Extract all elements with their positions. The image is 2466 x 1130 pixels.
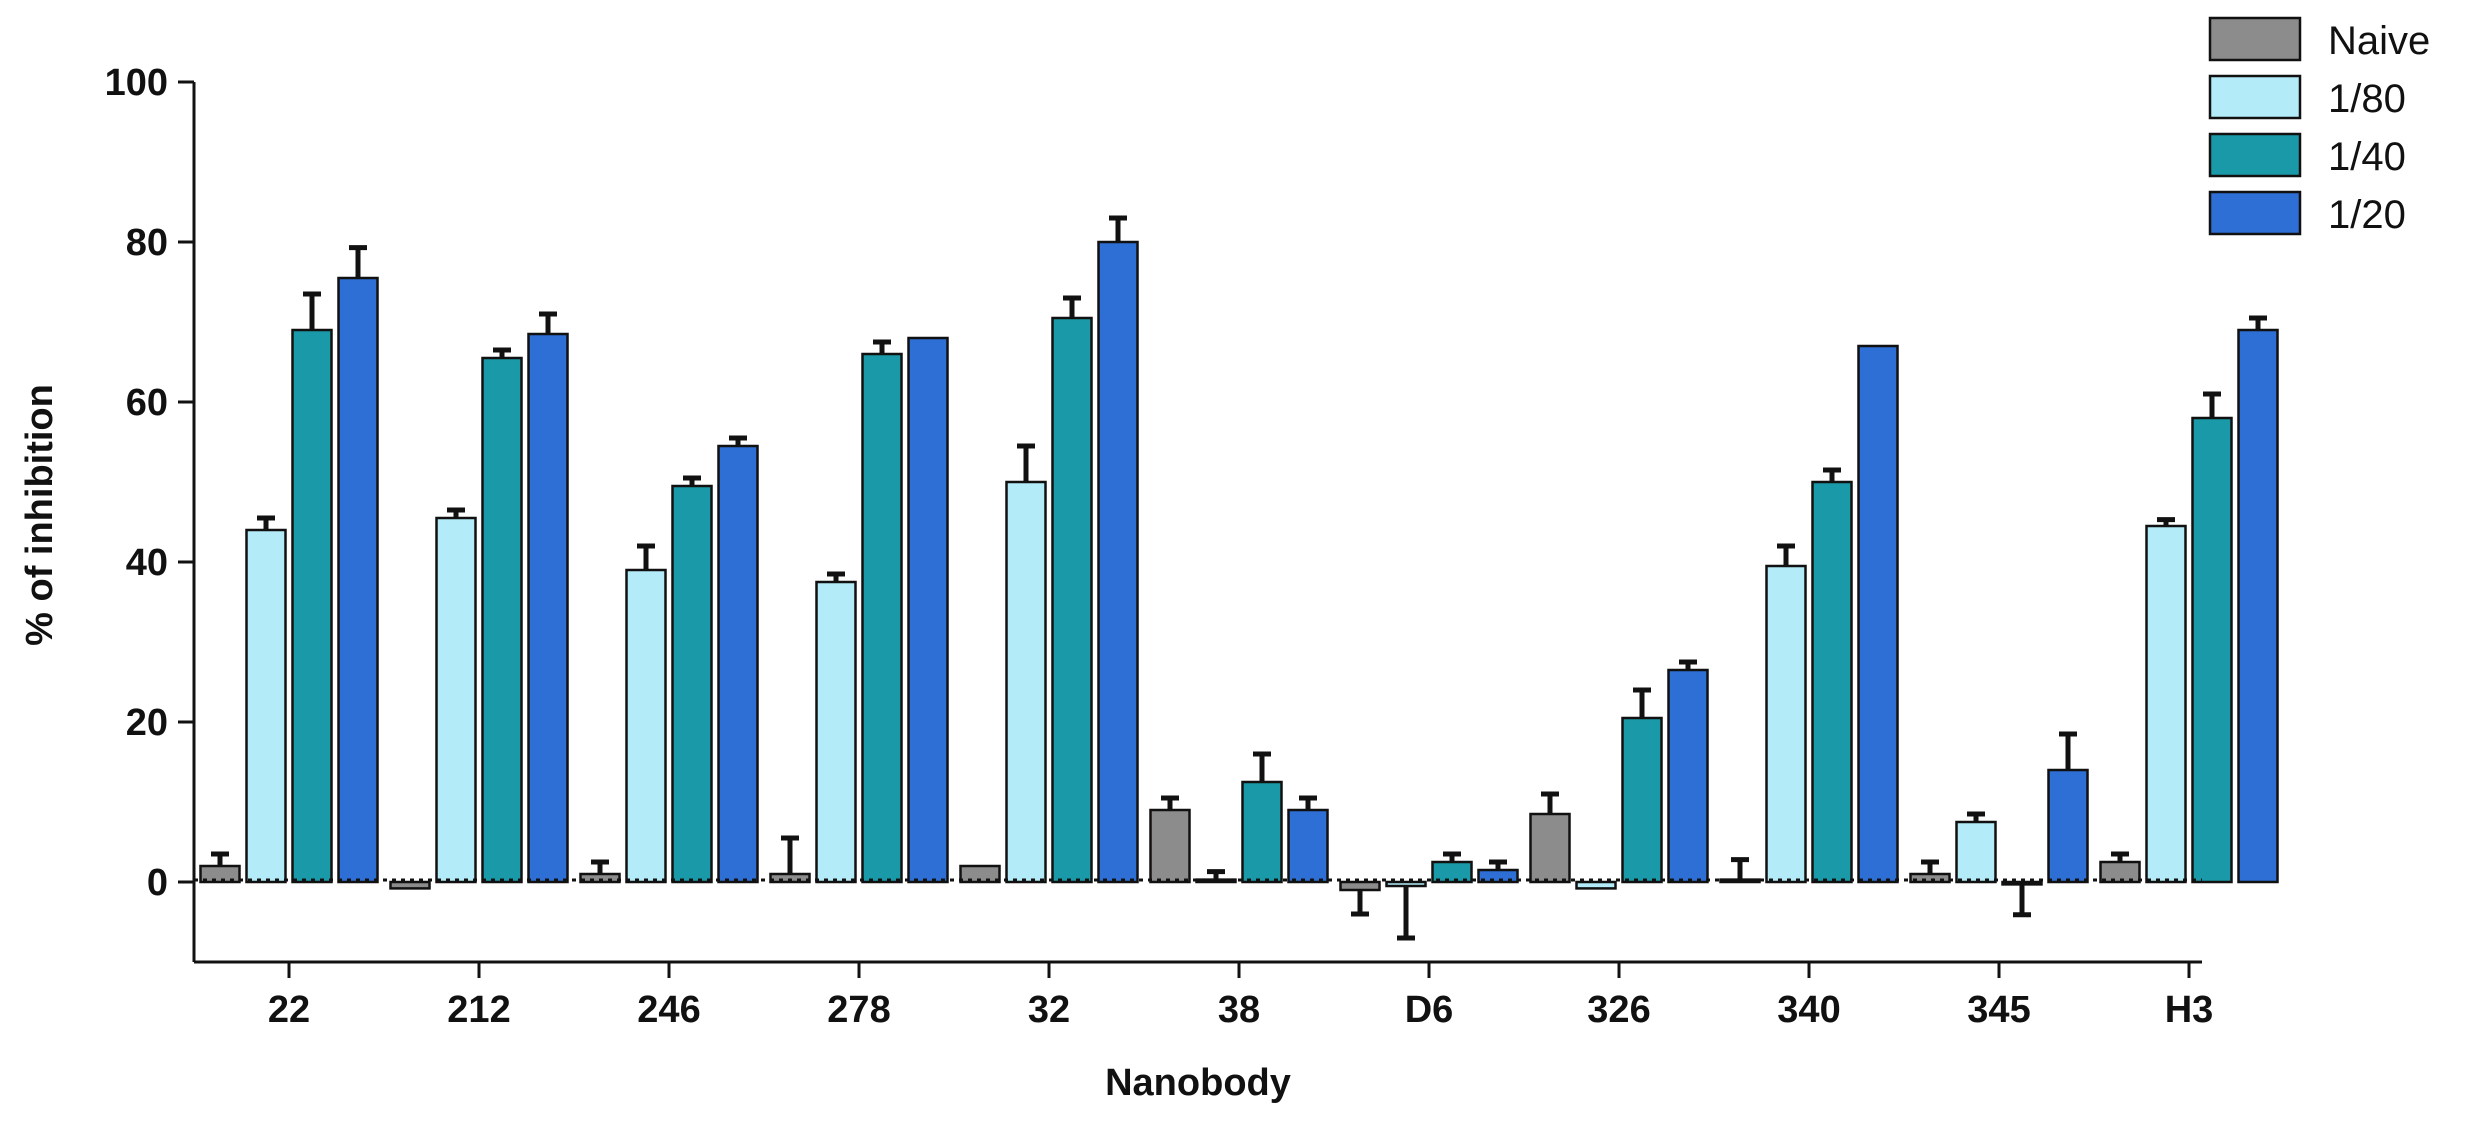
y-tick-label: 20 xyxy=(126,702,168,744)
bar-345-1-40 xyxy=(2001,880,2043,886)
x-tick-label: 246 xyxy=(637,989,700,1031)
bar-32-1-80 xyxy=(1005,480,1047,884)
bar-D6-naive xyxy=(1339,880,1381,892)
x-tick-label: 278 xyxy=(827,989,890,1031)
y-axis-title: % of inhibition xyxy=(19,384,61,646)
x-tick-label: 212 xyxy=(447,989,510,1031)
bar-32-1-20 xyxy=(1097,240,1139,884)
bar-D6-1-80 xyxy=(1385,880,1427,888)
bar-212-naive xyxy=(389,880,431,890)
bar-326-1-40 xyxy=(1621,716,1663,884)
bar-H3-1-40 xyxy=(2191,416,2233,884)
x-tick-label: 326 xyxy=(1587,989,1650,1031)
bar-278-1-80 xyxy=(815,580,857,884)
bar-38-1-40 xyxy=(1241,780,1283,884)
bar-340-1-20 xyxy=(1857,344,1899,884)
x-tick-label: 32 xyxy=(1028,989,1070,1031)
bar-246-1-40 xyxy=(671,484,713,884)
x-tick-label: 22 xyxy=(268,989,310,1031)
bar-22-1-40 xyxy=(291,328,333,884)
bar-22-1-20 xyxy=(337,276,379,884)
y-tick-label: 0 xyxy=(147,862,168,904)
legend-label: 1/80 xyxy=(2328,77,2406,121)
legend-swatch-1-20 xyxy=(2208,190,2302,236)
bar-212-1-20 xyxy=(527,332,569,884)
y-ticks: 0 20 40 60 80 100 xyxy=(105,62,194,904)
bar-278-1-20 xyxy=(907,336,949,884)
bar-345-1-20 xyxy=(2047,768,2089,884)
axes-layer xyxy=(192,82,2202,964)
legend-label: 1/20 xyxy=(2328,193,2406,237)
error-bars-layer xyxy=(211,215,2267,941)
bar-326-1-80 xyxy=(1575,880,1617,890)
bar-22-1-80 xyxy=(245,528,287,884)
x-tick-label: 38 xyxy=(1218,989,1260,1031)
y-tick-label: 80 xyxy=(126,222,168,264)
x-ticks: 22 212 246 278 32 38 D6 326 340 345 H3 xyxy=(268,962,2213,1031)
bar-326-naive xyxy=(1529,812,1571,884)
bar-38-1-20 xyxy=(1287,808,1329,884)
legend-label: 1/40 xyxy=(2328,135,2406,179)
legend: Naive 1/80 1/40 1/20 xyxy=(2208,16,2430,237)
bar-278-1-40 xyxy=(861,352,903,884)
bar-212-1-40 xyxy=(481,356,523,884)
y-tick-label: 60 xyxy=(126,382,168,424)
legend-swatch-naive xyxy=(2208,16,2302,62)
legend-swatch-1-80 xyxy=(2208,74,2302,120)
bar-246-1-20 xyxy=(717,444,759,884)
bar-H3-1-80 xyxy=(2145,524,2187,884)
bar-32-1-40 xyxy=(1051,316,1093,884)
bar-212-1-80 xyxy=(435,516,477,884)
legend-swatch-1-40 xyxy=(2208,132,2302,178)
x-tick-label: D6 xyxy=(1405,989,1454,1031)
bar-32-naive xyxy=(959,864,1001,884)
bar-345-1-80 xyxy=(1955,820,1997,884)
bar-H3-1-20 xyxy=(2237,328,2279,884)
bar-340-1-40 xyxy=(1811,480,1853,884)
bar-326-1-20 xyxy=(1667,668,1709,884)
x-axis-title: Nanobody xyxy=(1105,1062,1291,1104)
bar-38-naive xyxy=(1149,808,1191,884)
y-tick-label: 40 xyxy=(126,542,168,584)
y-tick-label: 100 xyxy=(105,62,168,104)
bar-246-1-80 xyxy=(625,568,667,884)
x-tick-label: 345 xyxy=(1967,989,2030,1031)
x-tick-label: 340 xyxy=(1777,989,1840,1031)
bar-340-1-80 xyxy=(1765,564,1807,884)
x-tick-label: H3 xyxy=(2165,989,2214,1031)
legend-label: Naive xyxy=(2328,19,2430,63)
bars-layer xyxy=(199,240,2279,892)
